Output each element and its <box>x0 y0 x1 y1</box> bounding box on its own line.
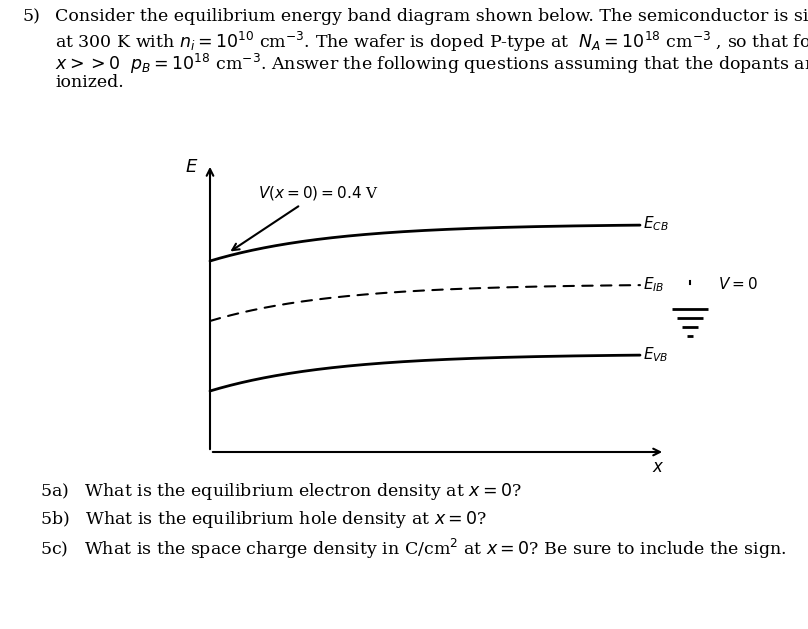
Text: $V(x=0)=0.4$ V: $V(x=0)=0.4$ V <box>232 184 379 250</box>
Text: $E_{VB}$: $E_{VB}$ <box>643 346 668 364</box>
Text: $x$: $x$ <box>652 459 664 476</box>
Text: $E$: $E$ <box>185 158 199 176</box>
Text: 5): 5) <box>22 8 40 25</box>
Text: Consider the equilibrium energy band diagram shown below. The semiconductor is s: Consider the equilibrium energy band dia… <box>55 8 808 25</box>
Text: 5a)   What is the equilibrium electron density at $x = 0$?: 5a) What is the equilibrium electron den… <box>40 481 522 502</box>
Text: at 300 K with $n_i = 10^{10}$ cm$^{-3}$. The wafer is doped P-type at  $N_A = 10: at 300 K with $n_i = 10^{10}$ cm$^{-3}$.… <box>55 30 808 54</box>
Text: $E_{IB}$: $E_{IB}$ <box>643 276 664 294</box>
Text: 5b)   What is the equilibrium hole density at $x = 0$?: 5b) What is the equilibrium hole density… <box>40 509 487 530</box>
Text: 5c)   What is the space charge density in C/cm$^2$ at $x = 0$? Be sure to includ: 5c) What is the space charge density in … <box>40 537 786 561</box>
Text: $E_{CB}$: $E_{CB}$ <box>643 214 669 233</box>
Text: $x >> 0$  $p_B = 10^{18}$ cm$^{-3}$. Answer the following questions assuming tha: $x >> 0$ $p_B = 10^{18}$ cm$^{-3}$. Answ… <box>55 52 808 76</box>
Text: $V=0$: $V=0$ <box>718 276 758 292</box>
Text: ionized.: ionized. <box>55 74 124 91</box>
